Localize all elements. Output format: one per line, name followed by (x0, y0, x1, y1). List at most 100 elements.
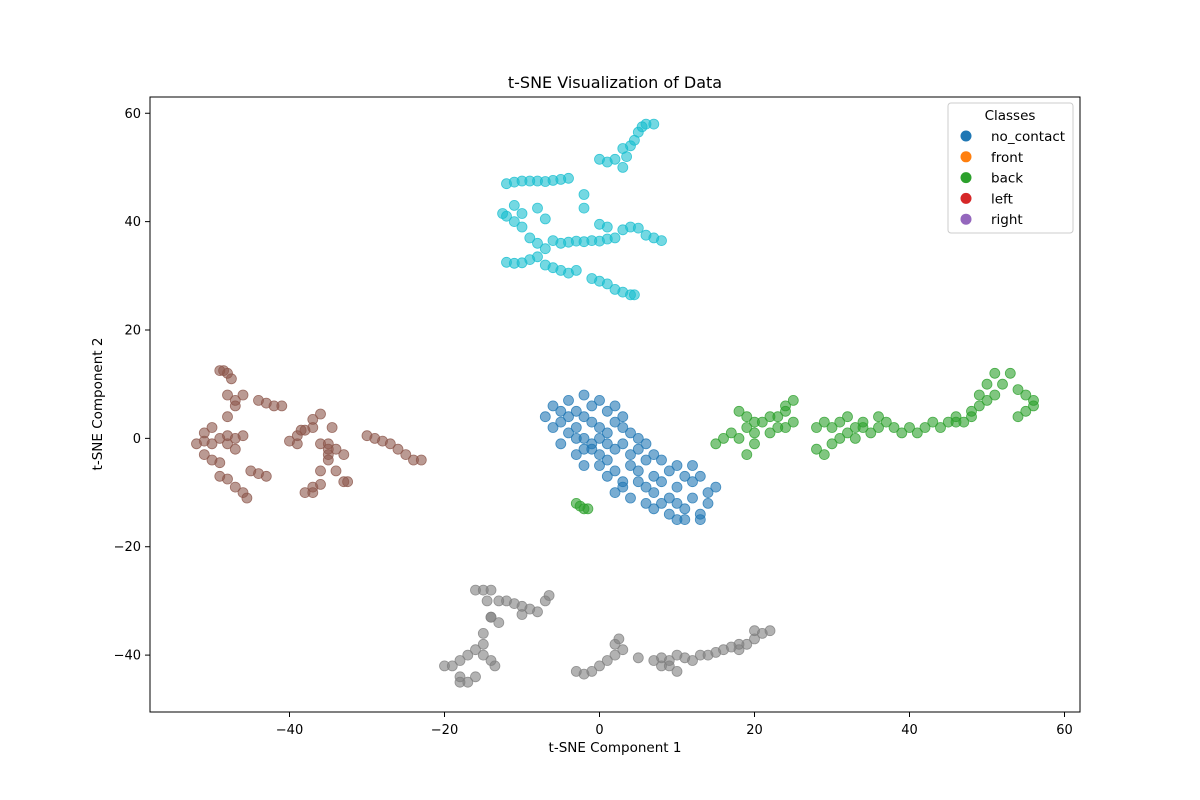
scatter-point (594, 394, 605, 406)
y-tick-label: 40 (124, 215, 141, 230)
scatter-point (241, 492, 253, 504)
scatter-point (648, 470, 660, 482)
scatter-point (260, 470, 272, 482)
scatter-point (733, 405, 745, 417)
scatter-point (586, 400, 598, 412)
scatter-point (470, 671, 481, 683)
scatter-point (632, 443, 644, 455)
scatter-point (454, 655, 466, 666)
scatter-point (671, 460, 683, 471)
scatter-point (989, 389, 1001, 401)
scatter-point (617, 161, 629, 173)
scatter-point (609, 465, 621, 477)
scatter-point (663, 492, 675, 504)
scatter-point (555, 405, 567, 417)
scatter-point (539, 411, 551, 423)
scatter-point (811, 443, 822, 455)
y-tick-label: 60 (124, 107, 141, 122)
scatter-point (818, 449, 830, 461)
scatter-point (625, 449, 636, 461)
scatter-point (578, 411, 590, 423)
legend-label: right (991, 212, 1023, 228)
legend-marker (960, 151, 972, 163)
scatter-point (516, 208, 528, 219)
scatter-point (1028, 394, 1039, 406)
scatter-point (547, 422, 559, 433)
scatter-point (477, 628, 489, 639)
legend-marker (960, 130, 972, 142)
scatter-point (656, 476, 667, 488)
scatter-point (229, 443, 241, 455)
scatter-point (601, 438, 613, 450)
scatter-point (741, 422, 753, 433)
plot-frame (149, 96, 1081, 713)
scatter-point (1012, 411, 1024, 423)
scatter-point (733, 432, 745, 444)
scatter-point (710, 481, 722, 493)
scatter-point (981, 378, 993, 390)
x-axis: −40 −20 0 20 40 60 (276, 712, 1073, 738)
scatter-point (594, 432, 605, 444)
scatter-point (842, 427, 853, 439)
scatter-point (563, 394, 574, 406)
scatter-point (772, 411, 784, 423)
scatter-series-2 (497, 118, 667, 301)
scatter-point (648, 449, 660, 461)
legend-label: front (991, 150, 1023, 166)
scatter-point (842, 411, 853, 423)
scatter-point (625, 427, 636, 439)
scatter-point (609, 232, 621, 244)
scatter-point (749, 625, 760, 637)
scatter-point (214, 457, 226, 469)
scatter-point (749, 438, 760, 450)
scatter-point (640, 481, 652, 493)
scatter-point (656, 235, 667, 247)
scatter-point (594, 449, 605, 461)
scatter-point (601, 405, 613, 417)
x-tick-label: 0 (595, 723, 603, 738)
scatter-point (896, 427, 908, 439)
scatter-point (648, 503, 660, 515)
scatter-point (609, 443, 621, 455)
scatter-point (415, 454, 427, 466)
scatter-point (516, 221, 528, 233)
scatter-point (446, 660, 458, 672)
legend-label: no_contact (991, 129, 1065, 145)
scatter-point (671, 666, 683, 677)
scatter-point (222, 411, 233, 423)
scatter-point (601, 454, 613, 466)
scatter-point (578, 460, 590, 471)
scatter-series-3 (191, 365, 427, 504)
scatter-point (632, 432, 644, 444)
scatter-point (609, 649, 621, 661)
scatter-point (315, 408, 326, 420)
scatter-point (477, 649, 489, 661)
scatter-point (198, 427, 210, 439)
scatter-point (601, 427, 613, 439)
scatter-point (927, 416, 939, 428)
scatter-point (632, 465, 644, 477)
scatter-point (973, 400, 985, 412)
scatter-point (524, 232, 536, 244)
scatter-point (733, 638, 745, 650)
x-axis-label: t-SNE Component 1 (549, 740, 682, 756)
scatter-point (563, 172, 574, 184)
scatter-point (477, 638, 489, 650)
scatter-point (617, 481, 629, 493)
scatter-point (1020, 389, 1032, 401)
scatter-point (857, 422, 869, 433)
scatter-point (718, 432, 729, 444)
scatter-point (342, 476, 354, 488)
scatter-point (617, 438, 629, 450)
scatter-point (563, 411, 574, 423)
scatter-point (849, 432, 861, 444)
legend-label: left (991, 191, 1013, 207)
x-tick-label: −40 (276, 723, 303, 738)
scatter-point (532, 606, 543, 618)
x-tick-label: −20 (431, 723, 458, 738)
scatter-point (935, 422, 946, 433)
x-tick-label: 20 (746, 723, 763, 738)
scatter-point (648, 487, 660, 499)
scatter-point (570, 264, 582, 276)
